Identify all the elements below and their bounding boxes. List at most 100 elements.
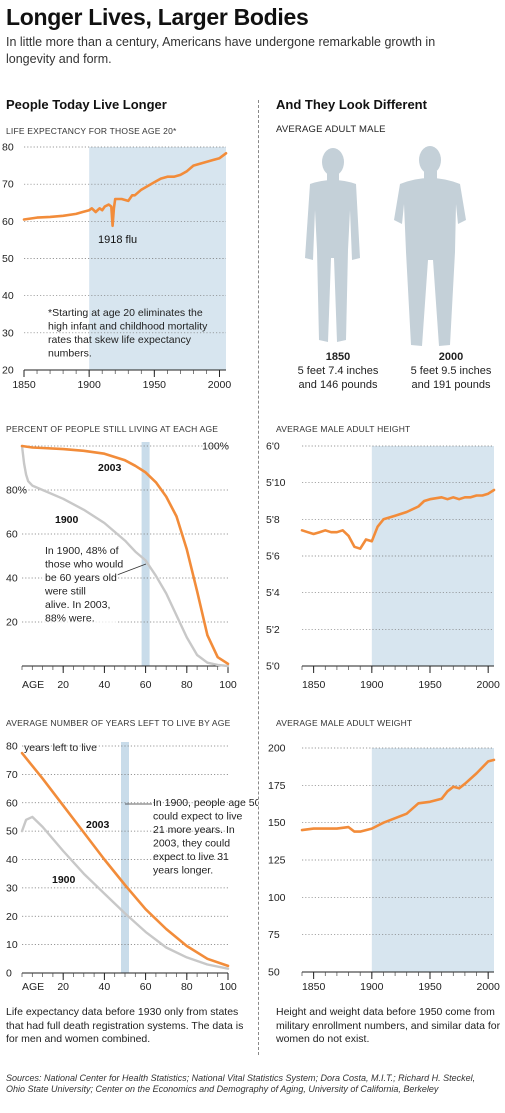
height-ytick-label: 6'0: [266, 441, 280, 453]
left-highlight-bar: [121, 742, 129, 973]
headline: Longer Lives, Larger Bodies: [6, 4, 309, 30]
left-xtick-label: 100: [219, 981, 237, 993]
surv-series-label-2003: 2003: [98, 462, 122, 474]
left-ytick-label: 30: [6, 882, 18, 894]
weight-title: AVERAGE MALE ADULT WEIGHT: [276, 718, 412, 728]
height-xtick-label: 2000: [477, 679, 501, 691]
left-xtick-label: 20: [57, 981, 69, 993]
surv-ytick-label: 40: [6, 573, 18, 585]
left-ytick-label: 20: [6, 911, 18, 923]
surv-title: PERCENT OF PEOPLE STILL LIVING AT EACH A…: [6, 424, 218, 434]
height-title: AVERAGE MALE ADULT HEIGHT: [276, 424, 410, 434]
weight-xtick-label: 1850: [302, 981, 326, 993]
left-ytick-label: 40: [6, 854, 18, 866]
weight-ytick-label: 150: [268, 817, 286, 829]
left-series-line-1900: [20, 815, 230, 970]
surv-xtick-label: 40: [99, 679, 111, 691]
life-ytick-label: 20: [2, 365, 14, 377]
life-xtick-label: 1950: [143, 379, 167, 391]
surv-ytick-label: 60: [6, 529, 18, 541]
weight-ytick-label: 200: [268, 743, 286, 755]
left-y-unit: years left to live: [24, 742, 97, 754]
height-ytick-label: 5'2: [266, 624, 280, 636]
right-section-title: And They Look Different: [276, 97, 427, 112]
surv-series-line-2003: [20, 444, 230, 666]
life-series-line-main: [22, 152, 228, 228]
height-ytick-label: 5'0: [266, 661, 280, 673]
surv-xtick-label: 100: [219, 679, 237, 691]
life-xtick-label: 1900: [77, 379, 101, 391]
left-section-title: People Today Live Longer: [6, 97, 167, 112]
figure-2000-weight: and 191 pounds: [411, 379, 491, 391]
weight-xtick-label: 1950: [418, 981, 442, 993]
height-ytick-label: 5'10: [266, 477, 286, 489]
figure-title: AVERAGE ADULT MALE: [276, 124, 386, 135]
left-footnote: Life expectancy data before 1930 only fr…: [6, 1006, 244, 1045]
life-xtick-label: 2000: [208, 379, 232, 391]
height-xtick-label: 1900: [360, 679, 384, 691]
surv-ytick-label: 100%: [202, 441, 229, 453]
right-footnote: Height and weight data before 1950 come …: [276, 1006, 501, 1045]
left-ytick-label: 10: [6, 939, 18, 951]
column-divider: [258, 100, 259, 1055]
surv-xtick-label: 60: [140, 679, 152, 691]
left-annotation: In 1900, people age 50 could expect to li…: [153, 797, 258, 877]
life-annotation: *Starting at age 20 eliminates the high i…: [48, 307, 208, 360]
left-title: AVERAGE NUMBER OF YEARS LEFT TO LIVE BY …: [6, 718, 231, 728]
life-ytick-label: 70: [2, 179, 14, 191]
height-xtick-label: 1850: [302, 679, 326, 691]
sources: Sources: National Center for Health Stat…: [6, 1073, 476, 1094]
left-ytick-label: 60: [6, 797, 18, 809]
survival-chart: PERCENT OF PEOPLE STILL LIVING AT EACH A…: [6, 424, 237, 691]
surv-highlight-bar: [141, 442, 150, 666]
surv-x-axis-label: AGE: [22, 679, 44, 691]
left-x-axis-label: AGE: [22, 981, 44, 993]
life-annotation: 1918 flu: [98, 234, 137, 246]
height-ytick-label: 5'8: [266, 514, 280, 526]
left-ytick-label: 70: [6, 769, 18, 781]
surv-annotation-backdrop: [42, 542, 118, 650]
weight-ytick-label: 125: [268, 855, 286, 867]
figure-1850-weight: and 146 pounds: [298, 379, 378, 391]
left-series-label-1900: 1900: [52, 874, 76, 886]
man-2000-silhouette: [394, 146, 466, 346]
figure-2000-year: 2000: [438, 351, 464, 363]
surv-ytick-label: 80%: [6, 485, 27, 497]
life-annotation-group: *Starting at age 20 eliminates the high i…: [48, 307, 208, 360]
life-shade: [89, 147, 227, 370]
weight-chart: AVERAGE MALE ADULT WEIGHT 50 75 100 125 150 17…: [268, 718, 500, 993]
left-series-line-2003: [20, 751, 230, 968]
left-xtick-label: 60: [140, 981, 152, 993]
surv-xtick-label: 20: [57, 679, 69, 691]
weight-ytick-label: 75: [268, 929, 280, 941]
left-series-label-2003: 2003: [86, 819, 110, 831]
life-ytick-label: 30: [2, 327, 14, 339]
figure-1850-year: 1850: [325, 351, 351, 363]
weight-ytick-label: 100: [268, 892, 286, 904]
silhouettes: [305, 146, 466, 346]
life-title: LIFE EXPECTANCY FOR THOSE AGE 20*: [6, 126, 177, 136]
surv-xtick-label: 80: [181, 679, 193, 691]
life-ytick-label: 80: [2, 142, 14, 154]
weight-xtick-label: 1900: [360, 981, 384, 993]
height-series-line-main: [300, 488, 496, 550]
left-annotation-group: In 1900, people age 50 could expect to li…: [153, 797, 258, 877]
left-xtick-label: 80: [181, 981, 193, 993]
figure-2000-height: 5 feet 9.5 inches: [410, 365, 492, 377]
years-left-chart: AVERAGE NUMBER OF YEARS LEFT TO LIVE BY …: [6, 718, 258, 993]
figure-1850-height: 5 feet 7.4 inches: [297, 365, 379, 377]
surv-annotation-group: In 1900, 48% of those who would be 60 year…: [44, 545, 123, 625]
height-ytick-label: 5'6: [266, 551, 280, 563]
life-xtick-label: 1850: [12, 379, 36, 391]
life-ytick-label: 50: [2, 253, 14, 265]
dek: In little more than a century, Americans…: [6, 35, 436, 66]
figure-1850-caption: 1850 5 feet 7.4 inches and 146 pounds: [290, 350, 386, 392]
surv-series-line-1900: [20, 444, 230, 668]
figure-2000-caption: 2000 5 feet 9.5 inches and 191 pounds: [396, 350, 505, 392]
left-ytick-label: 0: [6, 968, 12, 980]
surv-annotation: In 1900, 48% of those who would be 60 year…: [44, 545, 123, 625]
height-ytick-label: 5'4: [266, 587, 280, 599]
man-1850-silhouette: [305, 148, 360, 342]
left-ytick-label: 80: [6, 741, 18, 753]
height-chart: AVERAGE MALE ADULT HEIGHT 5'0 5'2 5'4 5'6 5'8…: [266, 424, 501, 691]
